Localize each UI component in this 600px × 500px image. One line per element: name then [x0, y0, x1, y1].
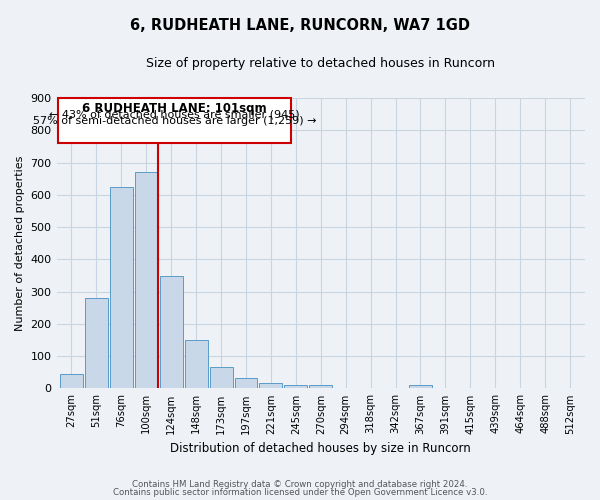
- Bar: [60, 374, 83, 388]
- Bar: [409, 385, 432, 388]
- Text: 6 RUDHEATH LANE: 101sqm: 6 RUDHEATH LANE: 101sqm: [82, 102, 266, 114]
- Text: 57% of semi-detached houses are larger (1,259) →: 57% of semi-detached houses are larger (…: [32, 116, 316, 126]
- Bar: [284, 385, 307, 388]
- Bar: [209, 368, 233, 388]
- Text: Contains public sector information licensed under the Open Government Licence v3: Contains public sector information licen…: [113, 488, 487, 497]
- Bar: [235, 378, 257, 388]
- Text: 6, RUDHEATH LANE, RUNCORN, WA7 1GD: 6, RUDHEATH LANE, RUNCORN, WA7 1GD: [130, 18, 470, 32]
- Bar: [85, 298, 108, 388]
- Bar: [185, 340, 208, 388]
- Bar: [160, 276, 182, 388]
- Bar: [135, 172, 158, 388]
- Text: ← 43% of detached houses are smaller (945): ← 43% of detached houses are smaller (94…: [49, 109, 299, 119]
- X-axis label: Distribution of detached houses by size in Runcorn: Distribution of detached houses by size …: [170, 442, 471, 455]
- Bar: [259, 382, 283, 388]
- Y-axis label: Number of detached properties: Number of detached properties: [15, 156, 25, 331]
- Bar: [310, 385, 332, 388]
- FancyBboxPatch shape: [58, 98, 291, 142]
- Title: Size of property relative to detached houses in Runcorn: Size of property relative to detached ho…: [146, 58, 495, 70]
- Text: Contains HM Land Registry data © Crown copyright and database right 2024.: Contains HM Land Registry data © Crown c…: [132, 480, 468, 489]
- Bar: [110, 187, 133, 388]
